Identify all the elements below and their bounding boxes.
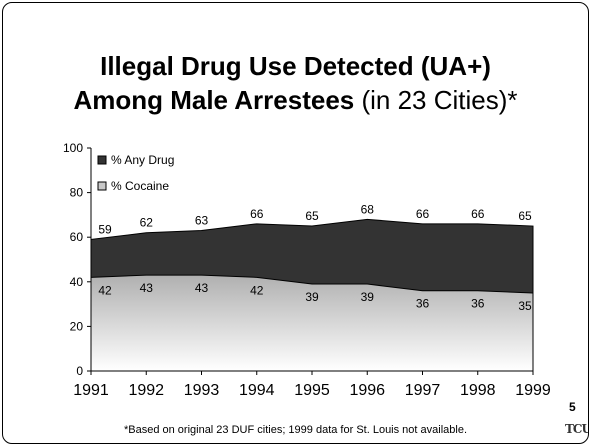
x-tick-label: 1997 (405, 382, 441, 399)
tcu-logo-icon: TCU (565, 422, 589, 436)
data-label-cocaine: 42 (250, 283, 264, 297)
y-tick-label: 100 (63, 141, 83, 155)
y-tick-label: 40 (70, 275, 84, 289)
legend-swatch-cocaine (97, 181, 107, 191)
page-number: 5 (569, 400, 576, 414)
x-tick-label: 1999 (515, 382, 551, 399)
data-label-any-drug: 66 (416, 207, 430, 221)
title-line-2-bold: Among Male Arrestees (73, 85, 355, 115)
x-tick-label: 1994 (239, 382, 275, 399)
data-label-any-drug: 65 (518, 209, 532, 223)
title-line-1: Illegal Drug Use Detected (UA+) (100, 51, 491, 81)
data-label-cocaine: 43 (140, 281, 154, 295)
data-label-any-drug: 63 (195, 214, 209, 228)
data-label-cocaine: 36 (416, 297, 430, 311)
y-tick-label: 0 (76, 364, 83, 378)
data-label-cocaine: 36 (471, 297, 485, 311)
data-label-any-drug: 66 (471, 207, 485, 221)
x-tick-label: 1995 (294, 382, 330, 399)
data-label-cocaine: 39 (305, 290, 319, 304)
area-chart: 0 20 40 60 80 100 1991 1992 1993 1994 1995 1996 1997… (63, 141, 551, 399)
legend-swatch-any-drug (97, 155, 107, 165)
data-label-any-drug: 65 (305, 209, 319, 223)
x-tick-label: 1996 (349, 382, 385, 399)
title-line-2: Among Male Arrestees (in 23 Cities)* (3, 85, 588, 116)
y-tick-label: 20 (70, 319, 84, 333)
data-label-any-drug: 66 (250, 207, 264, 221)
data-label-cocaine: 42 (98, 283, 112, 297)
x-tick-label: 1993 (184, 382, 220, 399)
legend-label-cocaine: % Cocaine (111, 179, 169, 193)
data-label-any-drug: 68 (361, 202, 375, 216)
data-label-any-drug: 62 (140, 216, 154, 230)
x-tick-label: 1991 (73, 382, 109, 399)
x-tick-label: 1998 (460, 382, 496, 399)
series-area-cocaine (90, 274, 534, 372)
footnote: *Based on original 23 DUF cities; 1999 d… (123, 424, 468, 436)
legend-label-any-drug: % Any Drug (111, 153, 174, 167)
title-line-2-rest: (in 23 Cities)* (354, 85, 518, 115)
data-label-cocaine: 43 (195, 281, 209, 295)
y-tick-label: 60 (70, 230, 84, 244)
x-tick-label: 1992 (128, 382, 164, 399)
data-label-cocaine: 35 (518, 299, 532, 313)
data-label-cocaine: 39 (361, 290, 375, 304)
y-tick-label: 80 (70, 186, 84, 200)
data-label-any-drug: 59 (98, 222, 112, 236)
legend: % Any Drug % Cocaine (97, 153, 174, 193)
